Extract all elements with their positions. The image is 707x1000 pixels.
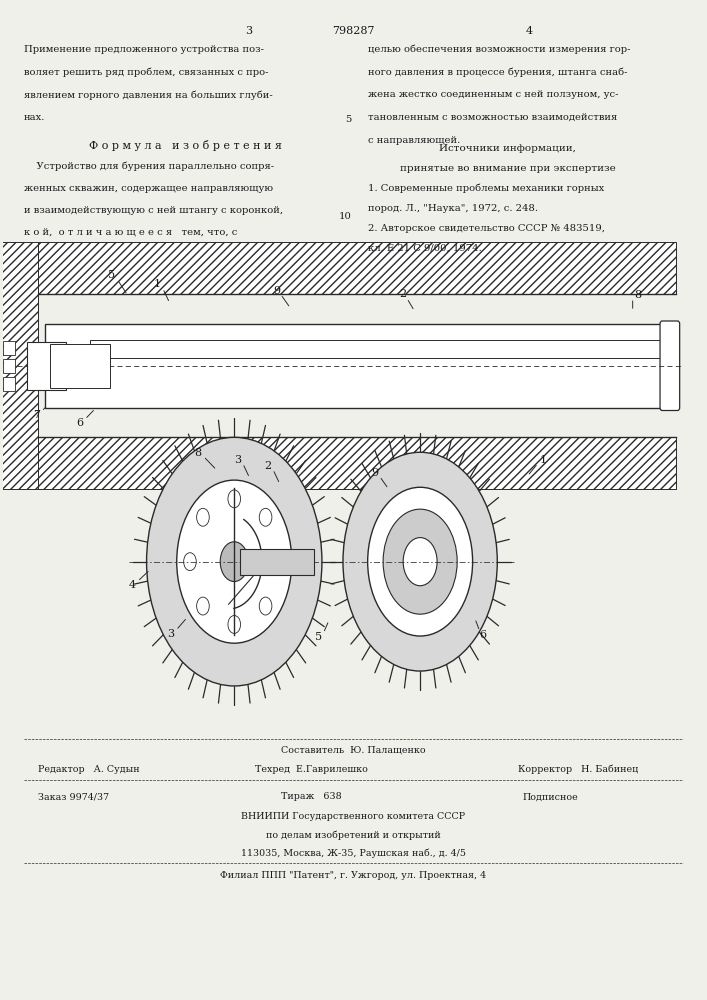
Text: женных скважин, содержащее направляющую: женных скважин, содержащее направляющую	[24, 184, 273, 193]
Text: 6: 6	[480, 630, 487, 640]
Text: и взаимодействующую с ней штангу с коронкой,: и взаимодействующую с ней штангу с корон…	[24, 206, 283, 215]
Text: 2: 2	[264, 461, 271, 471]
Text: с направляющей.: с направляющей.	[368, 136, 460, 145]
Text: 798287: 798287	[332, 26, 375, 36]
FancyBboxPatch shape	[660, 321, 679, 410]
Text: Ф о р м у л а   и з о б р е т е н и я: Ф о р м у л а и з о б р е т е н и я	[88, 140, 281, 151]
Circle shape	[177, 480, 292, 643]
Text: 9: 9	[273, 286, 280, 296]
Text: 8: 8	[634, 290, 641, 300]
Text: нах.: нах.	[24, 113, 45, 122]
Circle shape	[368, 487, 472, 636]
Text: кл. Е 21 С 9/00, 1974.: кл. Е 21 С 9/00, 1974.	[368, 243, 481, 252]
Text: 2. Авторское свидетельство СССР № 483519,: 2. Авторское свидетельство СССР № 483519…	[368, 224, 604, 233]
Bar	[3, 341, 16, 355]
Circle shape	[197, 508, 209, 526]
Text: по делам изобретений и открытий: по делам изобретений и открытий	[266, 830, 441, 840]
Bar	[38, 437, 676, 489]
Circle shape	[403, 538, 437, 586]
Text: Подписное: Подписное	[522, 792, 578, 801]
Bar	[3, 377, 16, 391]
Text: 113035, Москва, Ж-35, Раушская наб., д. 4/5: 113035, Москва, Ж-35, Раушская наб., д. …	[241, 848, 466, 858]
Circle shape	[272, 553, 285, 571]
Text: явлением горного давления на больших глуби-: явлением горного давления на больших глу…	[24, 90, 273, 100]
Text: 1: 1	[539, 455, 547, 465]
Bar	[45, 324, 666, 408]
Text: 5: 5	[345, 115, 351, 124]
Bar	[28, 342, 66, 390]
Text: Источники информации,: Источники информации,	[439, 144, 576, 153]
Text: Устройство для бурения параллельно сопря-: Устройство для бурения параллельно сопря…	[24, 162, 274, 171]
Text: 4: 4	[525, 26, 532, 36]
Circle shape	[228, 615, 240, 633]
Text: целью обеспечения возможности измерения гор-: целью обеспечения возможности измерения …	[368, 45, 630, 54]
Text: жена жестко соединенным с ней ползуном, ус-: жена жестко соединенным с ней ползуном, …	[368, 90, 618, 99]
Text: Тираж   638: Тираж 638	[281, 792, 341, 801]
Text: Составитель  Ю. Палащенко: Составитель Ю. Палащенко	[281, 746, 426, 755]
Bar	[50, 344, 110, 388]
Text: 1. Современные проблемы механики горных: 1. Современные проблемы механики горных	[368, 184, 604, 193]
Text: Применение предложенного устройства поз-: Применение предложенного устройства поз-	[24, 45, 264, 54]
Text: ного давления в процессе бурения, штанга снаб-: ного давления в процессе бурения, штанга…	[368, 67, 627, 77]
Text: 6: 6	[76, 418, 83, 428]
Text: 5: 5	[108, 270, 115, 280]
Circle shape	[220, 542, 248, 582]
Text: тановленным с возможностью взаимодействия: тановленным с возможностью взаимодействи…	[368, 113, 617, 122]
Bar	[0, 242, 38, 489]
Text: ВНИИПИ Государственного комитета СССР: ВНИИПИ Государственного комитета СССР	[241, 812, 466, 821]
Circle shape	[184, 553, 197, 571]
Bar	[240, 549, 313, 575]
Bar	[3, 359, 16, 373]
Circle shape	[383, 509, 457, 614]
Text: принятые во внимание при экспертизе: принятые во внимание при экспертизе	[400, 164, 616, 173]
Text: 5: 5	[315, 632, 322, 642]
Text: пород. Л., "Наука", 1972, с. 248.: пород. Л., "Наука", 1972, с. 248.	[368, 204, 537, 213]
Text: 3: 3	[234, 455, 241, 465]
Bar	[38, 242, 676, 294]
Text: Редактор   А. Судын: Редактор А. Судын	[38, 765, 139, 774]
Text: 7: 7	[33, 410, 40, 420]
Text: Заказ 9974/37: Заказ 9974/37	[38, 792, 109, 801]
Circle shape	[259, 597, 272, 615]
Circle shape	[343, 452, 497, 671]
Text: к о й,  о т л и ч а ю щ е е с я   тем, что, с: к о й, о т л и ч а ю щ е е с я тем, что,…	[24, 228, 237, 237]
Text: 3: 3	[245, 26, 252, 36]
Circle shape	[197, 597, 209, 615]
Bar	[90, 340, 662, 358]
Text: 10: 10	[339, 212, 351, 221]
Circle shape	[146, 437, 322, 686]
Text: воляет решить ряд проблем, связанных с про-: воляет решить ряд проблем, связанных с п…	[24, 67, 269, 77]
Text: 9: 9	[371, 468, 378, 478]
Circle shape	[259, 508, 272, 526]
Text: 8: 8	[194, 448, 201, 458]
Text: Корректор   Н. Бабинец: Корректор Н. Бабинец	[518, 765, 638, 774]
Circle shape	[228, 490, 240, 508]
Text: 3: 3	[168, 629, 175, 639]
Text: Филиал ППП "Патент", г. Ужгород, ул. Проектная, 4: Филиал ППП "Патент", г. Ужгород, ул. Про…	[221, 871, 486, 880]
Text: Техред  Е.Гаврилешко: Техред Е.Гаврилешко	[255, 765, 368, 774]
Text: 2: 2	[399, 289, 406, 299]
Text: 1: 1	[153, 279, 160, 289]
Text: 4: 4	[128, 580, 136, 590]
